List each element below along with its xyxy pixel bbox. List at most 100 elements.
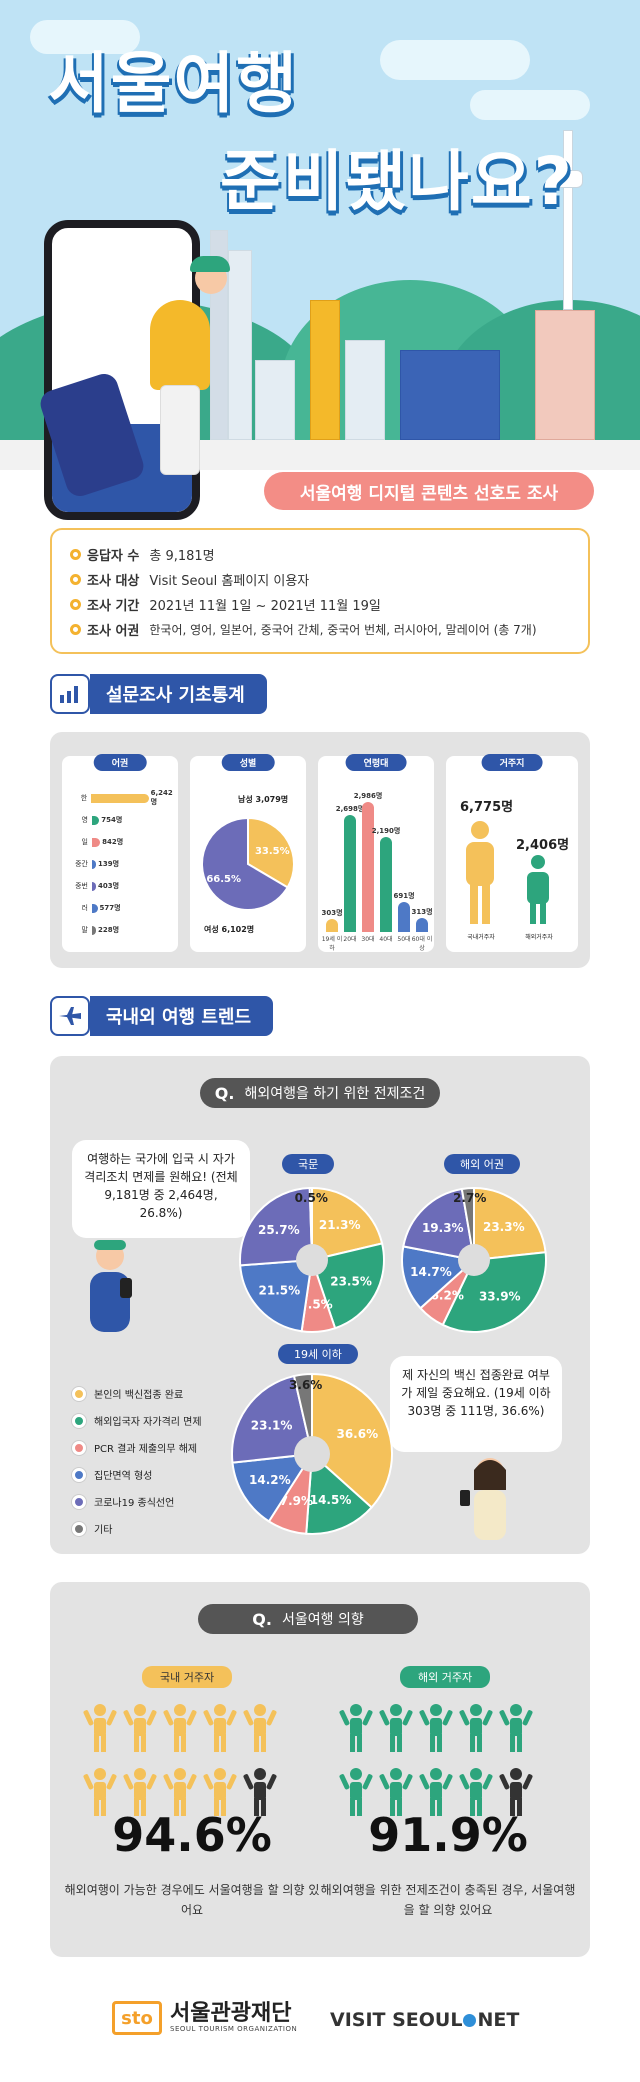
language-bar xyxy=(92,881,96,891)
overseas-percent: 91.9% xyxy=(368,1808,528,1862)
traveler-hat-icon xyxy=(190,256,230,272)
legend-label: 기타 xyxy=(94,1525,113,1536)
age-value: 2,698명 xyxy=(335,804,365,813)
language-bar-row: 영 754명 xyxy=(70,814,122,826)
domestic-person-icon xyxy=(83,1704,117,1752)
sto-logo: sto xyxy=(112,2001,162,2035)
language-bar-row: 중간 139명 xyxy=(70,858,119,870)
stats-card-gender: 성별 33.5% 66.5% 남성 3,079명 여성 6,102명 xyxy=(190,754,306,952)
domestic-tag: 국내 거주자 xyxy=(142,1666,233,1688)
cloud xyxy=(470,90,590,120)
q-mark: Q. xyxy=(214,1083,235,1103)
cloud xyxy=(30,20,140,54)
language-label: 중간 xyxy=(75,860,88,868)
age-value: 691명 xyxy=(393,891,415,900)
pie-slice-label: 0.5% xyxy=(295,1191,328,1205)
overseas-note: 해외여행을 위한 전제조건이 충족된 경우, 서울여행을 할 의향 있어요 xyxy=(320,1883,576,1917)
pie-slice-label: 14.5% xyxy=(310,1493,352,1507)
pie-title-under19: 19세 이하 xyxy=(278,1344,358,1364)
language-label: 한 xyxy=(80,794,88,802)
bar-chart-icon xyxy=(50,674,90,714)
language-label: 말 xyxy=(81,926,88,934)
building xyxy=(310,300,340,440)
cloud xyxy=(380,40,530,80)
legend-item: 집단면역 형성 xyxy=(72,1467,152,1482)
domestic-person-icon xyxy=(243,1704,277,1752)
info-label: 조사 어권 xyxy=(87,624,140,639)
language-bar-row: 일 842명 xyxy=(70,836,123,848)
legend-item: 해외입국자 자가격리 면제 xyxy=(72,1413,202,1428)
language-bar xyxy=(92,859,96,869)
gender-pie-chart: 33.5% 66.5% xyxy=(201,816,295,911)
age-axis-label: 60대 이상 xyxy=(411,936,433,952)
language-value: 842명 xyxy=(102,838,124,846)
man-phone-illustration xyxy=(90,1240,132,1332)
survey-info-box: 응답자 수 총 9,181명 조사 대상 Visit Seoul 홈페이지 이용… xyxy=(50,528,590,654)
domestic-person-icon xyxy=(163,1704,197,1752)
domestic-person-icon xyxy=(203,1768,237,1816)
pie-slice xyxy=(201,816,289,911)
overseas-person-icon xyxy=(499,1704,533,1752)
card-title: 어권 xyxy=(93,754,147,771)
domestic-person-icon xyxy=(123,1704,157,1752)
pie-slice-label: 19.3% xyxy=(422,1221,464,1235)
trend-pie-charts: 21.3%23.5%7.5%21.5%25.7%0.5%23.3%33.9%6.… xyxy=(231,1186,547,1535)
section-basic-stats-header: 설문조사 기초통계 xyxy=(50,672,267,716)
language-value: 754명 xyxy=(101,816,123,824)
residence-people-icons xyxy=(466,821,549,924)
legend-swatch xyxy=(72,1386,86,1401)
card-title: 성별 xyxy=(221,754,275,771)
language-bar-row: 러 577명 xyxy=(70,902,121,914)
pie-slice xyxy=(402,1187,476,1262)
legend-swatch xyxy=(72,1440,86,1455)
pie-slice-label: 36.6% xyxy=(336,1427,378,1441)
language-bar-row: 중번 403명 xyxy=(70,880,119,892)
info-row-target: 조사 대상 Visit Seoul 홈페이지 이용자 xyxy=(70,567,570,592)
age-value: 2,190명 xyxy=(371,826,401,835)
male-count-label: 남성 3,079명 xyxy=(238,795,289,804)
info-row-languages: 조사 어권 한국어, 영어, 일본어, 중국어 간체, 중국어 번체, 러시아어… xyxy=(70,617,570,642)
age-axis-label: 40대 xyxy=(379,936,393,943)
card-title: 거주지 xyxy=(481,754,543,771)
seoul-tower-icon xyxy=(563,130,573,310)
traveler-legs xyxy=(160,385,200,475)
language-value: 403명 xyxy=(98,882,120,890)
female-count-label: 여성 6,102명 xyxy=(204,925,255,934)
pie-slice-label: 66.5% xyxy=(206,874,241,885)
language-bar-row: 말 228명 xyxy=(70,924,119,936)
info-value: Visit Seoul 홈페이지 이용자 xyxy=(149,574,310,589)
overseas-axis-label: 해외거주자 xyxy=(525,934,553,941)
hero-title-line1: 서울여행 xyxy=(48,45,299,122)
overseas-person-icon xyxy=(419,1768,453,1816)
pie-slice xyxy=(308,1186,313,1261)
section-title: 설문조사 기초통계 xyxy=(90,674,267,714)
org-name: 서울관광재단 xyxy=(170,2001,292,2026)
q-mark: Q. xyxy=(252,1609,272,1629)
legend-swatch xyxy=(72,1494,86,1509)
pie-slice xyxy=(239,1258,314,1333)
question-text: 서울여행 의향 xyxy=(281,1612,364,1628)
domestic-person-icon xyxy=(163,1768,197,1816)
language-label: 중번 xyxy=(75,882,88,890)
woman-phone-illustration xyxy=(460,1458,506,1540)
pie-slice xyxy=(460,1186,475,1261)
pie-slice-label: 23.5% xyxy=(330,1275,372,1289)
language-value: 6,242명 xyxy=(150,789,173,806)
age-bar xyxy=(362,802,374,932)
domestic-percent: 94.6% xyxy=(112,1808,272,1862)
palace-icon xyxy=(400,350,500,440)
pie-slice-label: 21.5% xyxy=(259,1283,301,1297)
language-bar xyxy=(92,925,96,935)
visit-seoul-net-text: NET xyxy=(477,2009,520,2031)
overseas-person-icon xyxy=(339,1704,373,1752)
bullet-icon xyxy=(70,574,81,585)
age-bar xyxy=(380,836,392,932)
pie-slice xyxy=(473,1186,547,1262)
survey-title-banner: 서울여행 디지털 콘텐츠 선호도 조사 xyxy=(264,472,594,510)
pie-slice-label: 14.7% xyxy=(410,1265,452,1279)
legend-label: 본인의 백신접종 완료 xyxy=(94,1390,184,1401)
hero-title-line2: 준비됐나요? xyxy=(220,143,574,220)
question-pill: Q. 서울여행 의향 xyxy=(198,1604,418,1634)
